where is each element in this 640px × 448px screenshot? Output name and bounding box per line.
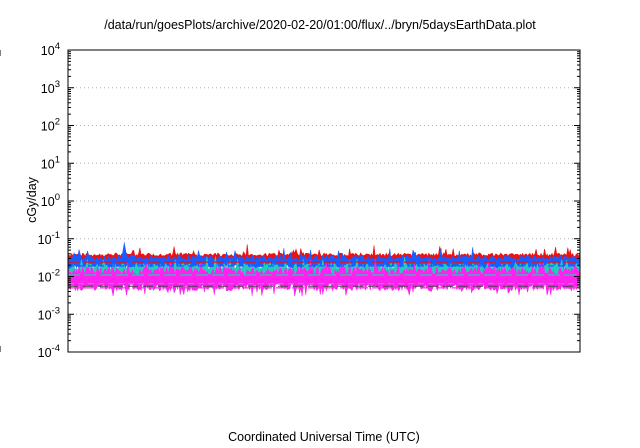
y-axis-label: cGy/day	[25, 177, 39, 223]
series-spike	[121, 241, 128, 259]
y-tick-label: 10-3	[38, 305, 60, 322]
chart-title: /data/run/goesPlots/archive/2020-02-20/0…	[104, 18, 536, 32]
overlay-lines	[68, 261, 580, 289]
y-tick-labels: 10-4 10-3 10-2 10-1 100 101 102 103 104	[38, 41, 60, 360]
y-tick-label: 104	[41, 41, 60, 58]
x-axis-label: Coordinated Universal Time (UTC)	[228, 430, 420, 444]
y-tick-label: 10-4	[38, 343, 60, 360]
y-tick-label: 103	[41, 79, 60, 96]
y-tick-label: 101	[41, 154, 60, 171]
y-tick-label: 10-1	[38, 230, 60, 247]
y-tick-label: 102	[41, 117, 60, 134]
y-tick-label: 100	[41, 192, 60, 209]
ticks	[0, 49, 580, 353]
y-tick-label: 10-2	[38, 268, 60, 285]
